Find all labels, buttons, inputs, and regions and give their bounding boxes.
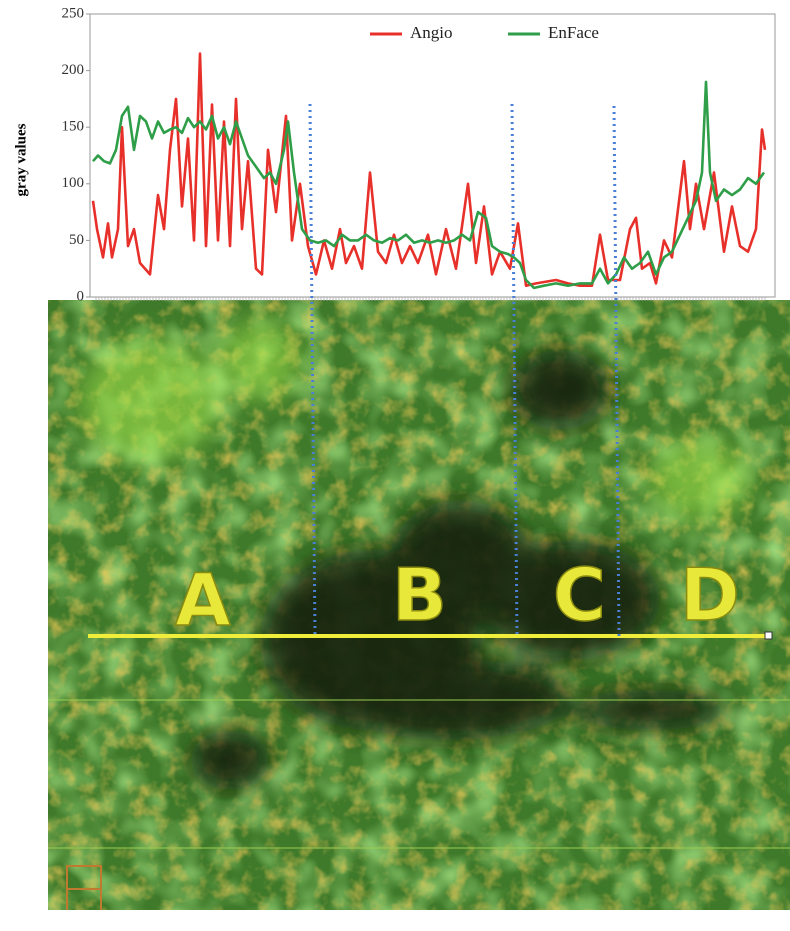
y-tick-label: 250 [62,5,85,21]
region-label: B [392,553,447,637]
y-tick-label: 200 [62,62,85,78]
region-label: A [175,558,231,642]
page: {"chart_data": {"type": "line", "ylabel"… [0,0,790,931]
y-tick-label: 150 [62,119,85,135]
y-tick-label: 50 [69,232,84,248]
y-tick-label: 100 [62,175,85,191]
region-label: D [680,553,740,637]
legend-label: EnFace [548,23,599,42]
legend-label: Angio [410,23,453,42]
figure: A B C D gray values 0 50 100 150 200 250 Angio… [0,0,790,931]
y-axis-label: gray values [13,123,29,196]
y-tick-label: 0 [77,288,85,304]
region-label: C [553,553,606,637]
